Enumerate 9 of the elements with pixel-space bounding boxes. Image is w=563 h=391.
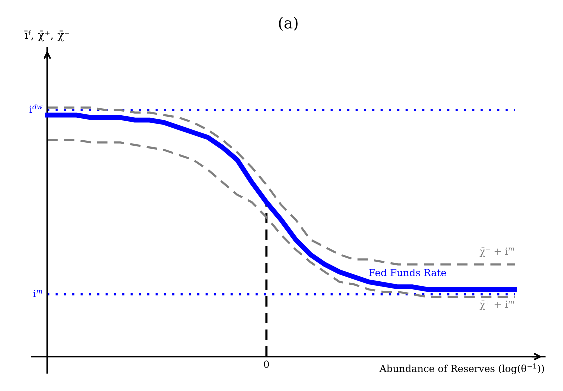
text: 0	[264, 360, 270, 368]
series-label: χ̄⁺ + i$^{m}$	[480, 300, 514, 310]
chart-title: (a)	[279, 17, 298, 32]
ref-line-label: i$^{m}$	[34, 290, 42, 298]
series-label: Fed Funds Rate	[369, 268, 446, 277]
series-label: χ̄⁻ + i$^{m}$	[480, 248, 514, 258]
ref-line-label: i$^{dw}$	[30, 104, 43, 113]
text: īᶠ, χ̄⁺, χ̄⁻	[24, 30, 70, 42]
x-axis-title: Abundance of Reserves (log(θ$^{−1}$))	[380, 364, 544, 374]
